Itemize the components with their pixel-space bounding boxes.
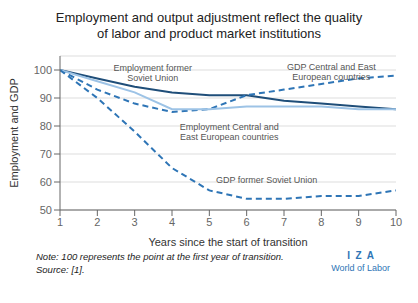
svg-text:Years since the start of trans: Years since the start of transition [148,236,307,246]
svg-text:10: 10 [390,216,402,228]
svg-text:Employment formerSoviet Union: Employment formerSoviet Union [113,63,192,83]
svg-text:GDP former Soviet Union: GDP former Soviet Union [216,175,317,185]
svg-text:5: 5 [206,216,212,228]
svg-text:2: 2 [94,216,100,228]
svg-text:GDP Central and EastEuropean c: GDP Central and EastEuropean countries [287,62,376,82]
svg-text:9: 9 [356,216,362,228]
svg-text:100: 100 [34,64,52,76]
svg-text:1: 1 [57,216,63,228]
html-text:Source: [1].: Source: [1]. [36,264,85,275]
html-text:Note: 100 represents the point: Note: 100 represents the point at the fi… [36,251,284,262]
svg-text:4: 4 [169,216,175,228]
svg-text:80: 80 [40,120,52,132]
svg-text:8: 8 [318,216,324,228]
html-text:I Z A: I Z A [347,250,374,261]
svg-text:6: 6 [244,216,250,228]
svg-text:60: 60 [40,176,52,188]
svg-text:Employment and GDP: Employment and GDP [8,78,20,187]
svg-text:70: 70 [40,148,52,160]
html-text:World of Labor: World of Labor [331,263,390,273]
svg-text:3: 3 [132,216,138,228]
svg-text:50: 50 [40,204,52,216]
svg-text:7: 7 [281,216,287,228]
svg-text:90: 90 [40,92,52,104]
html-text:Employment and output adjustme: Employment and output adjustment reflect… [55,10,363,41]
svg-text:Employment Central andEast Eur: Employment Central andEast European coun… [180,122,279,142]
